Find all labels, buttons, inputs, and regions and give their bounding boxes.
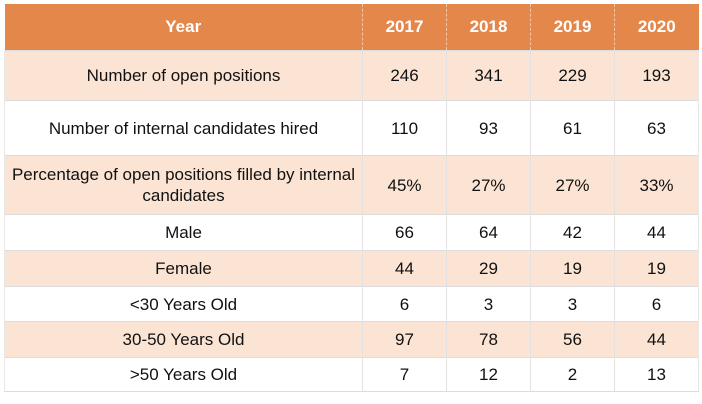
hiring-stats-table: Year 2017 2018 2019 2020 Number of open …	[4, 4, 699, 392]
cell-value: 246	[362, 50, 447, 101]
header-2017: 2017	[362, 4, 447, 51]
cell-value: 6	[362, 286, 447, 322]
cell-value: 12	[446, 357, 531, 392]
cell-value: 33%	[614, 155, 699, 215]
cell-value: 193	[614, 50, 699, 101]
table-header-row: Year 2017 2018 2019 2020	[4, 4, 699, 51]
cell-value: 3	[446, 286, 531, 322]
row-label: Number of internal candidates hired	[4, 100, 363, 156]
cell-value: 93	[446, 100, 531, 156]
cell-value: 7	[362, 357, 447, 392]
cell-value: 13	[614, 357, 699, 392]
cell-value: 110	[362, 100, 447, 156]
cell-value: 27%	[446, 155, 531, 215]
row-label: <30 Years Old	[4, 286, 363, 322]
cell-value: 19	[530, 250, 615, 287]
row-label: Number of open positions	[4, 50, 363, 101]
table-row: Female 44 29 19 19	[4, 250, 699, 287]
cell-value: 44	[614, 214, 699, 251]
table-container: Year 2017 2018 2019 2020 Number of open …	[4, 4, 699, 392]
cell-value: 64	[446, 214, 531, 251]
cell-value: 3	[530, 286, 615, 322]
cell-value: 61	[530, 100, 615, 156]
row-label: 30-50 Years Old	[4, 321, 363, 358]
cell-value: 42	[530, 214, 615, 251]
table-row: Percentage of open positions filled by i…	[4, 155, 699, 215]
cell-value: 44	[614, 321, 699, 358]
cell-value: 56	[530, 321, 615, 358]
cell-value: 66	[362, 214, 447, 251]
cell-value: 63	[614, 100, 699, 156]
table-row: <30 Years Old 6 3 3 6	[4, 286, 699, 322]
cell-value: 29	[446, 250, 531, 287]
header-2020: 2020	[614, 4, 699, 51]
table-row: >50 Years Old 7 12 2 13	[4, 357, 699, 392]
cell-value: 2	[530, 357, 615, 392]
header-2019: 2019	[530, 4, 615, 51]
cell-value: 19	[614, 250, 699, 287]
cell-value: 27%	[530, 155, 615, 215]
table-row: Number of internal candidates hired 110 …	[4, 100, 699, 156]
cell-value: 341	[446, 50, 531, 101]
row-label: >50 Years Old	[4, 357, 363, 392]
header-2018: 2018	[446, 4, 531, 51]
row-label: Percentage of open positions filled by i…	[4, 155, 363, 215]
cell-value: 44	[362, 250, 447, 287]
cell-value: 78	[446, 321, 531, 358]
cell-value: 97	[362, 321, 447, 358]
table-row: Male 66 64 42 44	[4, 214, 699, 251]
cell-value: 45%	[362, 155, 447, 215]
table-row: Number of open positions 246 341 229 193	[4, 50, 699, 101]
table-row: 30-50 Years Old 97 78 56 44	[4, 321, 699, 358]
cell-value: 229	[530, 50, 615, 101]
cell-value: 6	[614, 286, 699, 322]
row-label: Male	[4, 214, 363, 251]
header-year: Year	[4, 4, 363, 51]
row-label: Female	[4, 250, 363, 287]
